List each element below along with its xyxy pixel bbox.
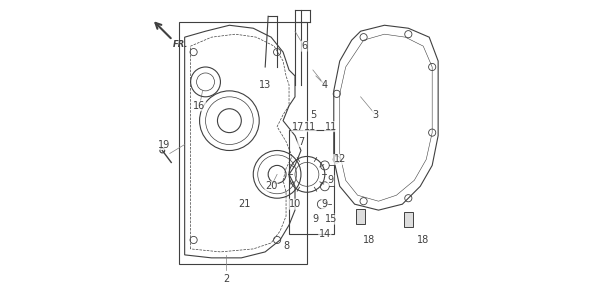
Bar <box>404 212 413 227</box>
Text: 9: 9 <box>322 199 328 209</box>
Text: 20: 20 <box>265 181 277 191</box>
Text: 18: 18 <box>363 235 376 245</box>
Text: 11: 11 <box>304 122 316 132</box>
Text: 9: 9 <box>313 214 319 224</box>
Text: 4: 4 <box>322 80 328 90</box>
Text: 19: 19 <box>158 140 170 150</box>
Text: FR.: FR. <box>173 40 188 49</box>
Text: 13: 13 <box>259 80 271 90</box>
Text: 16: 16 <box>194 101 206 111</box>
Text: 21: 21 <box>238 199 251 209</box>
Text: 3: 3 <box>372 110 379 120</box>
Text: 10: 10 <box>289 199 301 209</box>
Text: 8: 8 <box>283 241 289 251</box>
Text: 5: 5 <box>310 110 316 120</box>
Text: 18: 18 <box>417 235 430 245</box>
Bar <box>356 209 365 224</box>
Text: 12: 12 <box>333 154 346 164</box>
Text: 2: 2 <box>223 274 230 284</box>
Text: 17: 17 <box>292 122 304 132</box>
Text: 6: 6 <box>301 41 307 51</box>
Text: 9: 9 <box>327 175 334 185</box>
Text: 15: 15 <box>324 214 337 224</box>
Text: 14: 14 <box>319 229 331 239</box>
Text: 11: 11 <box>324 122 337 132</box>
Text: 7: 7 <box>298 137 304 147</box>
Bar <box>289 130 334 234</box>
